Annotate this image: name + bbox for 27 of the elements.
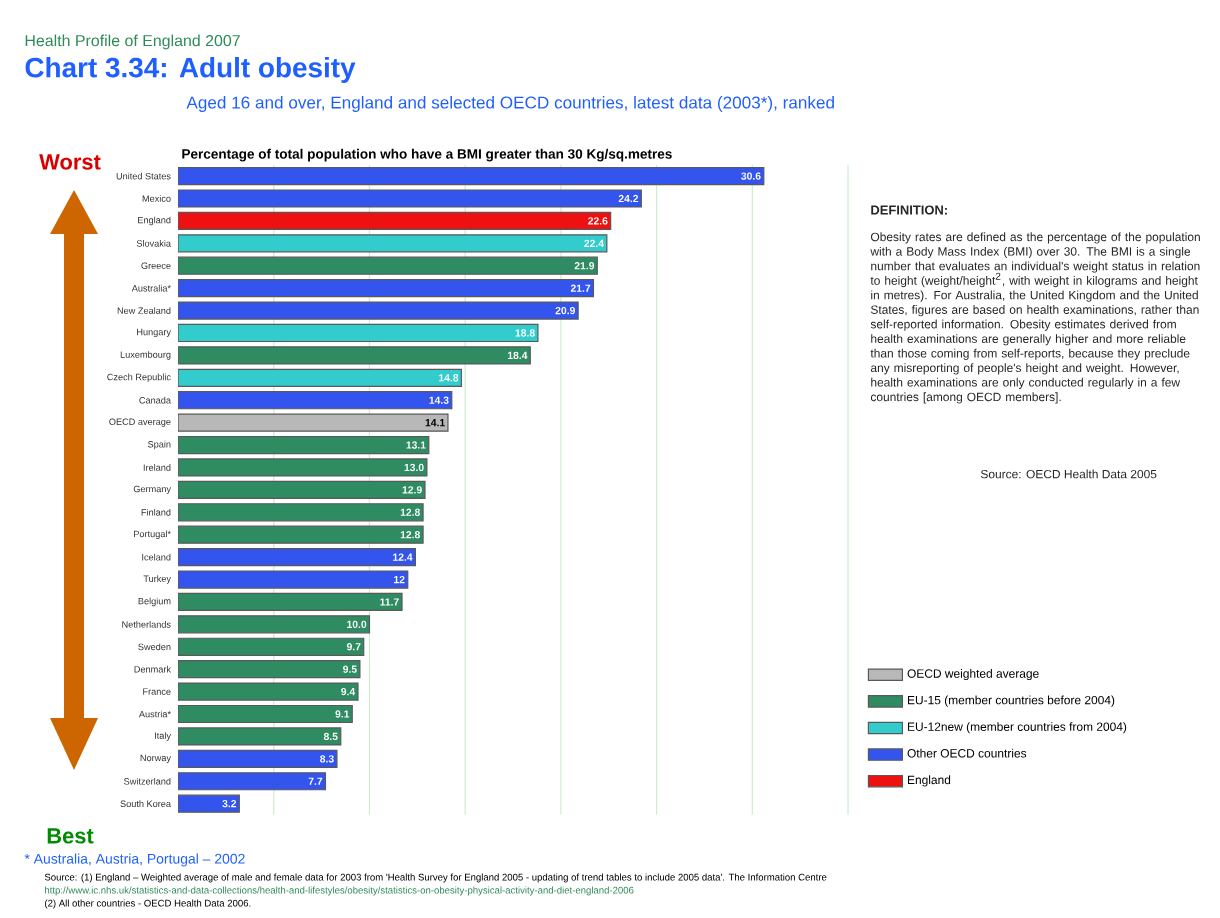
bar xyxy=(178,727,342,746)
chart-subtitle: Aged 16 and over, England and selected OECD countries, latest data (2003*), ranked xyxy=(186,96,834,112)
bar xyxy=(178,234,608,253)
bar xyxy=(178,749,338,768)
bar xyxy=(178,167,764,185)
bar xyxy=(178,660,361,679)
bar xyxy=(178,256,598,275)
bar xyxy=(178,279,595,298)
text: Best xyxy=(47,828,94,844)
bar xyxy=(178,772,327,791)
bar xyxy=(178,704,353,724)
bar xyxy=(178,346,531,365)
chart-title: Chart 3.34: Adult obesity xyxy=(25,56,356,83)
bar xyxy=(178,615,371,634)
bar xyxy=(178,480,426,499)
bar xyxy=(178,368,462,387)
bar xyxy=(178,503,424,522)
text: Worst xyxy=(39,154,101,170)
bar xyxy=(178,637,365,656)
bar xyxy=(178,547,417,567)
bar xyxy=(178,682,359,701)
bar xyxy=(178,435,430,455)
bar xyxy=(178,391,453,410)
bar xyxy=(178,323,539,343)
bar xyxy=(178,525,424,544)
bar xyxy=(178,458,428,477)
bar xyxy=(178,592,403,612)
